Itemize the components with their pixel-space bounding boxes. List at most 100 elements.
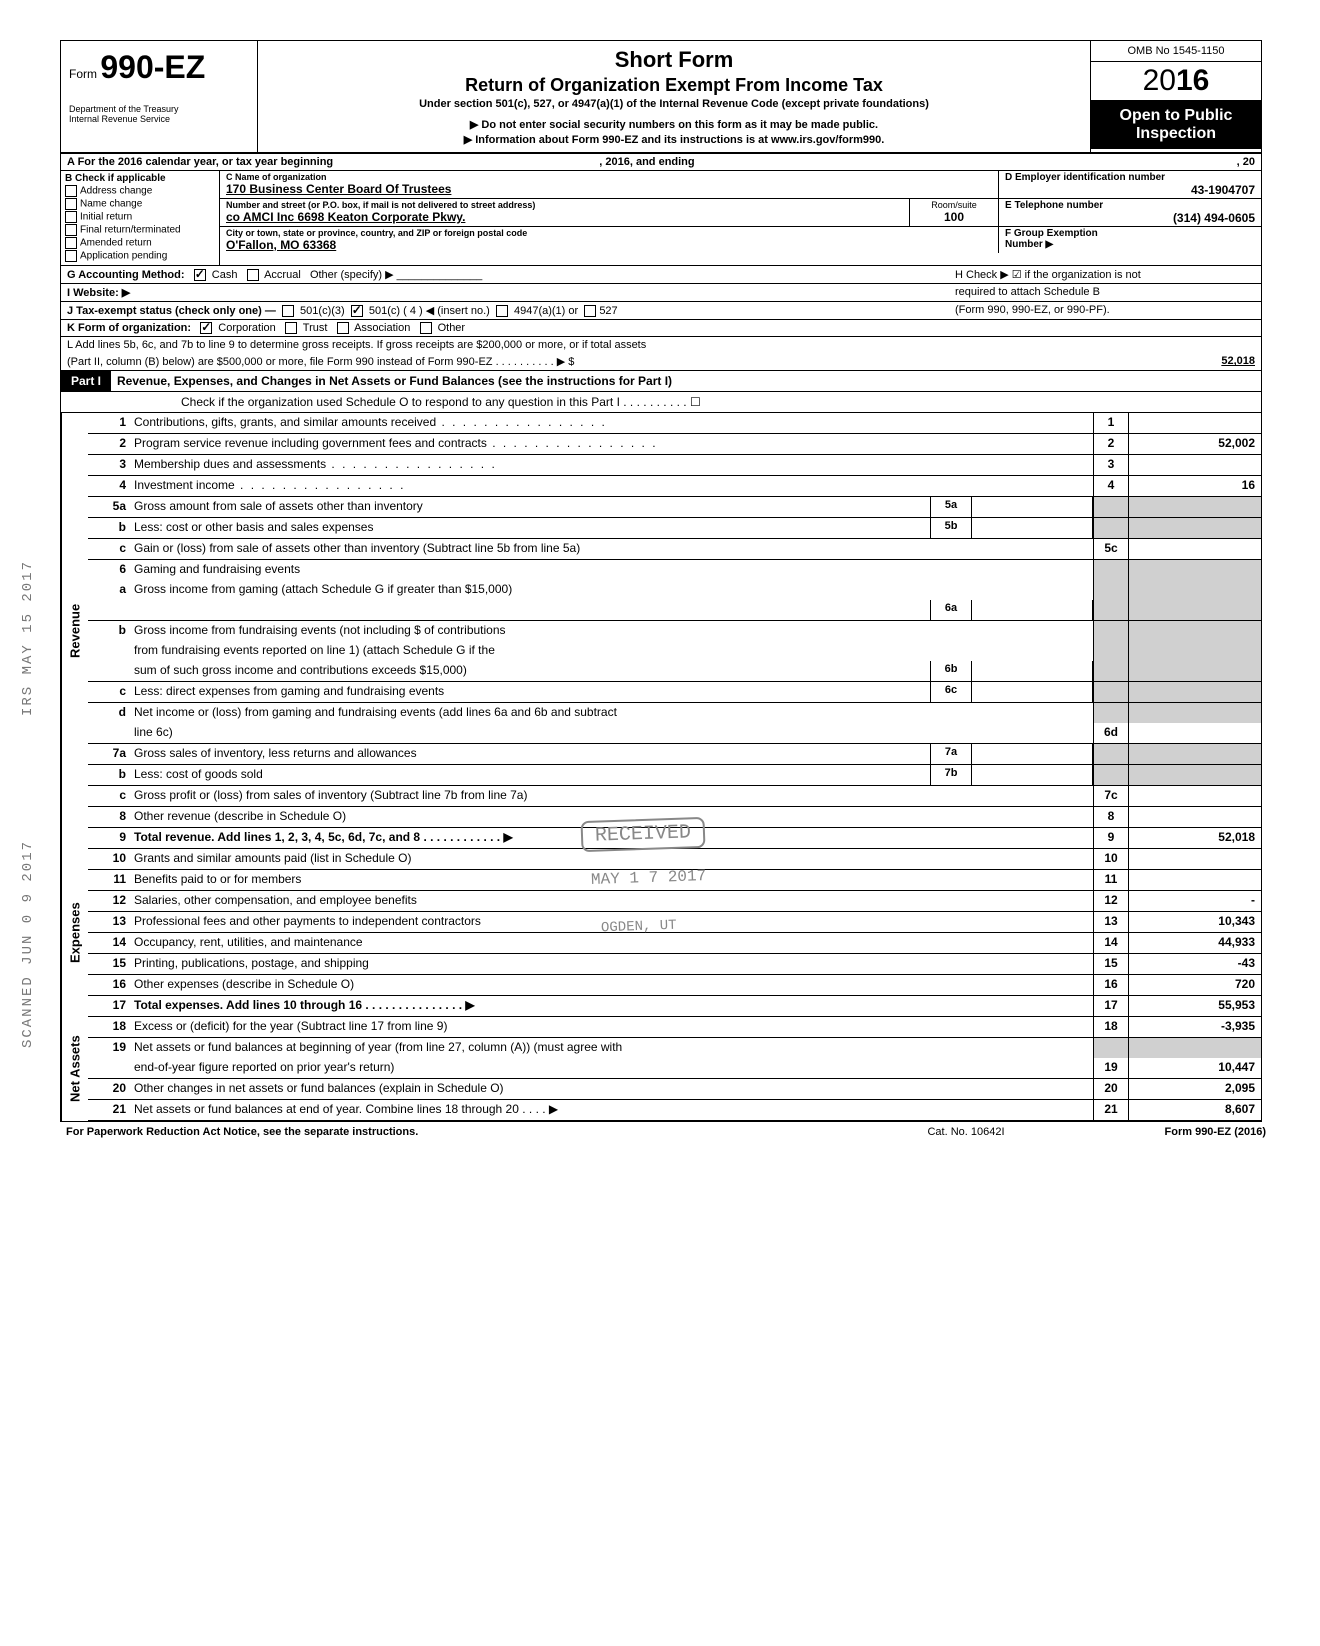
h-check-text2: required to attach Schedule B [955,286,1100,298]
vlabel-revenue: Revenue [61,413,88,849]
line-6d-desc2: line 6c) [130,723,1093,743]
lbl-527: 527 [599,305,617,317]
chk-trust[interactable] [285,322,297,334]
form-header: Form 990-EZ Department of the Treasury I… [61,41,1261,154]
lbl-cash: Cash [212,269,238,281]
line-5b-mid: 5b [930,518,972,538]
line-7b-desc: Less: cost of goods sold [130,765,930,785]
info-link: ▶ Information about Form 990-EZ and its … [268,133,1080,146]
part-1-label: Part I [61,371,111,391]
line-14-desc: Occupancy, rent, utilities, and maintena… [130,933,1093,953]
line-17-val: 55,953 [1128,996,1261,1016]
row-g-accounting: G Accounting Method: Cash Accrual Other … [61,266,1261,284]
room-label: Room/suite [914,200,994,210]
header-center: Short Form Return of Organization Exempt… [258,41,1090,152]
dept-irs: Internal Revenue Service [69,114,249,124]
year-prefix: 20 [1143,64,1176,97]
l-value: 52,018 [949,353,1261,370]
line-2-desc: Program service revenue including govern… [130,434,1093,454]
line-7a-desc: Gross sales of inventory, less returns a… [130,744,930,764]
chk-527[interactable] [584,305,596,317]
chk-accrual[interactable] [247,269,259,281]
chk-other-org[interactable] [420,322,432,334]
col-b-header: B Check if applicable [65,173,215,184]
lbl-amended: Amended return [80,238,152,249]
header-left: Form 990-EZ Department of the Treasury I… [61,41,258,152]
line-8-num: 8 [1093,807,1128,827]
line-5b-desc: Less: cost or other basis and sales expe… [130,518,930,538]
chk-final-return[interactable] [65,224,77,236]
line-19-val: 10,447 [1128,1058,1261,1078]
lbl-4947: 4947(a)(1) or [514,305,578,317]
row-a-left: A For the 2016 calendar year, or tax yea… [67,156,333,168]
chk-initial-return[interactable] [65,211,77,223]
line-16-num: 16 [1093,975,1128,995]
chk-assoc[interactable] [337,322,349,334]
chk-501c3[interactable] [282,305,294,317]
line-2-num: 2 [1093,434,1128,454]
form-title: Return of Organization Exempt From Incom… [268,75,1080,96]
date-stamp-side-2: SCANNED JUN 0 9 2017 [20,840,36,1048]
col-b-checkboxes: B Check if applicable Address change Nam… [61,171,220,265]
line-6b-desc2: from fundraising events reported on line… [130,641,1093,661]
row-i-website: I Website: ▶ required to attach Schedule… [61,284,1261,302]
line-6d-val [1128,723,1261,743]
chk-address-change[interactable] [65,185,77,197]
row-l-2: (Part II, column (B) below) are $500,000… [61,353,1261,371]
line-19-num: 19 [1093,1058,1128,1078]
line-16-desc: Other expenses (describe in Schedule O) [130,975,1093,995]
c-addr-label: Number and street (or P.O. box, if mail … [226,200,903,210]
row-k-org-form: K Form of organization: Corporation Trus… [61,320,1261,337]
line-13-val: 10,343 [1128,912,1261,932]
form-prefix: Form [69,67,97,81]
c-city-label: City or town, state or province, country… [226,228,992,238]
line-7c-desc: Gross profit or (loss) from sales of inv… [130,786,1093,806]
vlabel-net-assets: Net Assets [61,1017,88,1121]
line-7c-num: 7c [1093,786,1128,806]
lbl-name-change: Name change [80,199,142,210]
revenue-section: Revenue 1Contributions, gifts, grants, a… [61,413,1261,849]
chk-amended[interactable] [65,237,77,249]
date-stamp-side-1: IRS MAY 15 2017 [20,560,36,716]
room-value: 100 [914,210,994,224]
line-9-num: 9 [1093,828,1128,848]
ssn-warning: ▶ Do not enter social security numbers o… [268,118,1080,131]
h-check-text3: (Form 990, 990-EZ, or 990-PF). [955,304,1110,316]
col-cde: C Name of organization 170 Business Cent… [220,171,1261,265]
line-10-num: 10 [1093,849,1128,869]
line-1-val [1128,413,1261,433]
line-13-num: 13 [1093,912,1128,932]
row-a-tax-year: A For the 2016 calendar year, or tax yea… [61,154,1261,171]
g-label: G Accounting Method: [67,269,185,281]
row-j-tax-status: J Tax-exempt status (check only one) — 5… [61,302,1261,320]
line-12-desc: Salaries, other compensation, and employ… [130,891,1093,911]
footer-paperwork: For Paperwork Reduction Act Notice, see … [66,1126,866,1138]
line-6d-num: 6d [1093,723,1128,743]
line-18-num: 18 [1093,1017,1128,1037]
c-city-value: O'Fallon, MO 63368 [226,238,992,252]
f-group-label2: Number ▶ [1005,239,1255,250]
line-21-desc: Net assets or fund balances at end of ye… [130,1100,1093,1120]
lbl-other-org: Other [438,322,466,334]
line-4-val: 16 [1128,476,1261,496]
lbl-accrual: Accrual [264,269,301,281]
line-7c-val [1128,786,1261,806]
line-7a-mid: 7a [930,744,972,764]
vlabel-expenses: Expenses [61,849,88,1017]
chk-501c[interactable] [351,305,363,317]
line-8-val [1128,807,1261,827]
chk-corp[interactable] [200,322,212,334]
line-6d-desc1: Net income or (loss) from gaming and fun… [130,703,1093,723]
chk-app-pending[interactable] [65,250,77,262]
line-9-val: 52,018 [1128,828,1261,848]
e-tel-value: (314) 494-0605 [1005,211,1255,225]
chk-4947[interactable] [496,305,508,317]
chk-name-change[interactable] [65,198,77,210]
open-to-public: Open to Public Inspection [1091,101,1261,149]
j-label: J Tax-exempt status (check only one) — [67,305,276,317]
line-11-val [1128,870,1261,890]
line-18-desc: Excess or (deficit) for the year (Subtra… [130,1017,1093,1037]
line-3-val [1128,455,1261,475]
chk-cash[interactable] [194,269,206,281]
line-14-num: 14 [1093,933,1128,953]
